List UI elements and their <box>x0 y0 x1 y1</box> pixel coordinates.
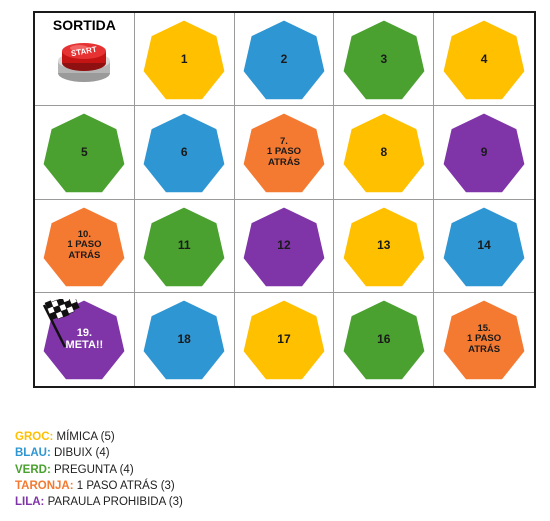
heptagon-space: 13 <box>341 204 427 288</box>
space-label: 8 <box>380 144 388 159</box>
heptagon-space: 14 <box>441 204 527 288</box>
space-label: 16 <box>377 331 391 346</box>
heptagon-shape <box>442 19 526 101</box>
heptagon-shape <box>442 206 526 287</box>
heptagon-shape <box>42 206 126 287</box>
space-label: 10. 1 PASO ATRÁS <box>67 228 102 261</box>
heptagon-space: 11 <box>141 204 227 288</box>
heptagon-space: 15. 1 PASO ATRÁS <box>441 297 527 381</box>
heptagon-shape <box>42 112 126 194</box>
heptagon-shape <box>342 206 426 287</box>
heptagon-space: 2 <box>241 17 327 101</box>
start-cell: SORTIDA START <box>35 13 135 107</box>
space-label: 6 <box>180 144 188 159</box>
heptagon-space: 4 <box>441 17 527 101</box>
legend-color-name: GROC: <box>15 431 57 443</box>
space-label: 14 <box>477 238 491 253</box>
space-label: 13 <box>377 238 391 253</box>
space-label: 9 <box>480 144 488 159</box>
legend-color-name: TARONJA: <box>15 479 77 492</box>
heptagon-shape <box>242 19 326 101</box>
board-cell: 8 <box>334 106 435 200</box>
board-cell: 16 <box>334 292 435 386</box>
legend-description: MÍMICA (5) <box>56 431 115 443</box>
legend-color-name: LILA: <box>15 496 48 509</box>
board-cell: 1 <box>134 13 235 107</box>
heptagon-space: 18 <box>141 297 227 381</box>
heptagon-shape <box>342 112 426 194</box>
heptagon-shape <box>342 299 426 381</box>
board-cell: 18 <box>135 292 235 386</box>
board-cell: 2 <box>234 13 335 107</box>
board-cell: 6 <box>134 106 235 200</box>
color-legend: GROC: MÍMICA (5) BLAU: DIBUIX (4) VERD: PR… <box>15 429 183 510</box>
space-label: 15. 1 PASO ATRÁS <box>467 322 502 355</box>
heptagon-shape <box>42 299 126 381</box>
heptagon-shape <box>142 299 226 381</box>
space-label: 3 <box>380 51 388 66</box>
heptagon-shape <box>242 112 326 194</box>
space-label: 12 <box>277 238 291 253</box>
legend-color-name: VERD: <box>15 463 54 476</box>
board-cell: 15. 1 PASO ATRÁS <box>434 293 534 386</box>
legend-description: PREGUNTA (4) <box>53 463 134 476</box>
space-label: 17 <box>277 331 291 346</box>
legend-item: TARONJA: 1 PASO ATRÁS (3) <box>15 478 183 494</box>
legend-item: GROC: MÍMICA (5) <box>15 429 183 445</box>
space-label: 1 <box>180 51 188 66</box>
heptagon-space: 12 <box>241 204 327 288</box>
board-cell: 14 <box>434 200 534 293</box>
board-cell: 4 <box>434 13 534 107</box>
legend-description: DIBUIX (4) <box>53 447 110 460</box>
heptagon-shape <box>442 112 526 194</box>
board-cell: 9 <box>434 106 534 200</box>
red-start-button-icon: START <box>58 43 111 82</box>
heptagon-shape <box>142 206 226 287</box>
board-cell: 5 <box>35 106 135 200</box>
board-cell: 17 <box>235 292 335 386</box>
space-label: 19. META!! <box>65 327 104 352</box>
space-label: 7. 1 PASO ATRÁS <box>266 135 302 168</box>
legend-color-name: BLAU: <box>15 447 54 460</box>
heptagon-space: 16 <box>341 297 427 381</box>
legend-description: 1 PASO ATRÁS (3) <box>76 479 175 492</box>
heptagon-space: 7. 1 PASO ATRÁS <box>241 110 327 194</box>
heptagon-space: 17 <box>241 297 327 381</box>
heptagon-shape <box>442 299 526 381</box>
board-cell: 3 <box>334 13 435 107</box>
legend-description: PARAULA PROHIBIDA (3) <box>47 496 183 509</box>
board-cell: 13 <box>334 199 435 293</box>
heptagon-shape <box>142 112 226 194</box>
legend-item: LILA: PARAULA PROHIBIDA (3) <box>15 494 183 510</box>
heptagon-space: 19. META!! <box>41 297 127 381</box>
space-label: 5 <box>81 144 88 159</box>
heptagon-space: 1 <box>141 17 227 101</box>
game-board: SORTIDA START 1 2 3 4 5 6 7. 1 PASO ATRÁS 8 9 10.… <box>33 11 536 388</box>
board-cell: 10. 1 PASO ATRÁS <box>35 199 135 293</box>
start-title: SORTIDA <box>52 17 116 33</box>
heptagon-space: 8 <box>341 110 427 194</box>
legend-item: BLAU: DIBUIX (4) <box>15 445 183 461</box>
checkered-flag-icon <box>42 298 80 348</box>
board-cell: 7. 1 PASO ATRÁS <box>234 106 335 200</box>
heptagon-space: 10. 1 PASO ATRÁS <box>41 204 127 288</box>
heptagon-space: 3 <box>341 17 427 101</box>
space-label: 4 <box>480 51 488 66</box>
board-cell: 11 <box>134 199 235 293</box>
space-label: 18 <box>177 331 191 346</box>
board-cell: 19. META!! <box>35 292 135 386</box>
legend-item: VERD: PREGUNTA (4) <box>15 462 183 478</box>
space-label: 2 <box>280 51 288 66</box>
board-cell: 12 <box>234 199 335 293</box>
heptagon-space: 5 <box>41 110 127 194</box>
heptagon-shape <box>242 299 326 381</box>
space-label: 11 <box>177 238 191 253</box>
start-button-label: START <box>71 45 98 58</box>
heptagon-shape <box>342 19 426 101</box>
heptagon-space: 9 <box>441 110 527 194</box>
heptagon-space: 6 <box>141 110 227 194</box>
heptagon-shape <box>142 19 226 101</box>
heptagon-shape <box>242 206 326 287</box>
